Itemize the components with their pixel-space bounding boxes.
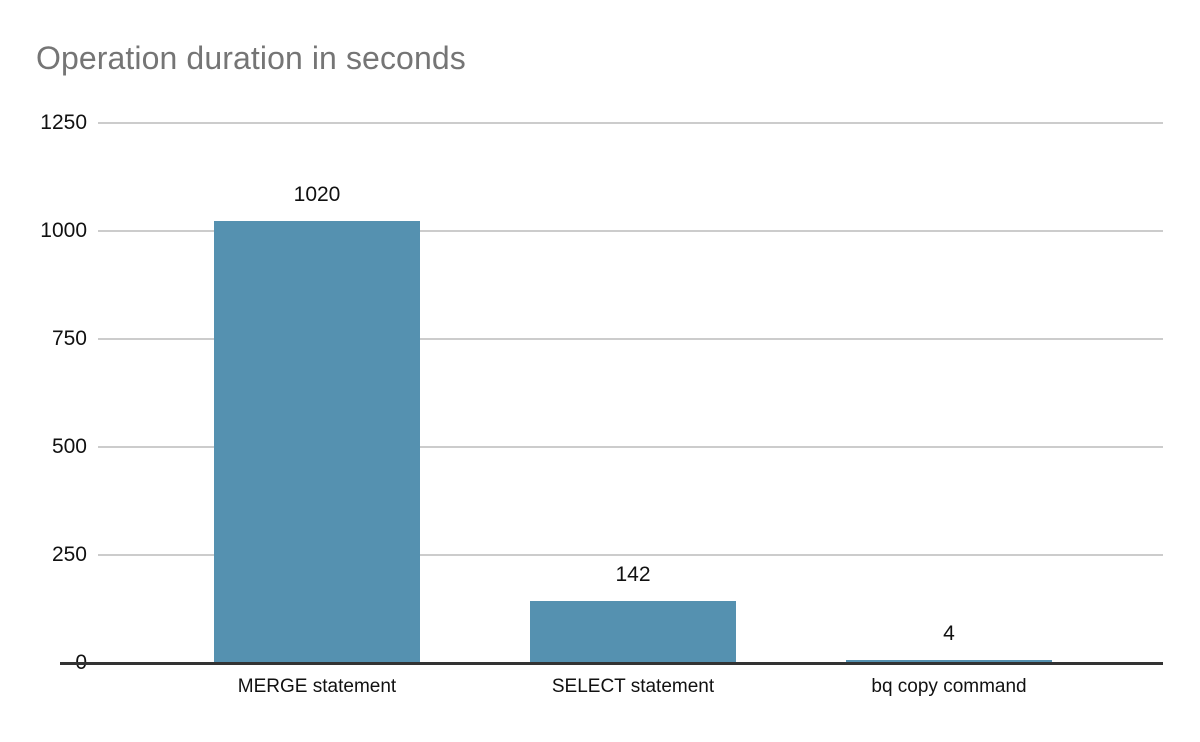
y-axis-tick-label-500: 500 <box>51 435 87 458</box>
y-axis-tick-label-250: 250 <box>51 543 87 566</box>
chart-title: Operation duration in seconds <box>36 40 466 76</box>
x-axis-category-label-bq-copy-command: bq copy command <box>871 676 1027 697</box>
gridline-250 <box>98 554 1163 556</box>
x-axis-category-label-select-statement: SELECT statement <box>551 676 715 697</box>
x-axis-line <box>60 662 1163 665</box>
plot-area: 1020 142 4 <box>60 122 1163 665</box>
bar-select-statement[interactable] <box>530 600 736 662</box>
gridline-1250 <box>98 122 1163 124</box>
bar-merge-statement[interactable] <box>214 221 420 662</box>
bar-value-label-merge-statement: 1020 <box>293 183 341 206</box>
bar-value-label-bq-copy-command: 4 <box>943 622 955 645</box>
y-axis-tick-label-750: 750 <box>51 327 87 350</box>
gridline-500 <box>98 446 1163 448</box>
bar-bq-copy-command[interactable] <box>846 660 1052 662</box>
y-axis-tick-label-1250: 1250 <box>40 111 87 134</box>
y-axis-tick-label-1000: 1000 <box>40 219 87 242</box>
bar-value-label-select-statement: 142 <box>615 563 651 586</box>
x-axis-category-label-merge-statement: MERGE statement <box>237 676 397 697</box>
gridline-750 <box>98 338 1163 340</box>
gridline-1000 <box>98 230 1163 232</box>
